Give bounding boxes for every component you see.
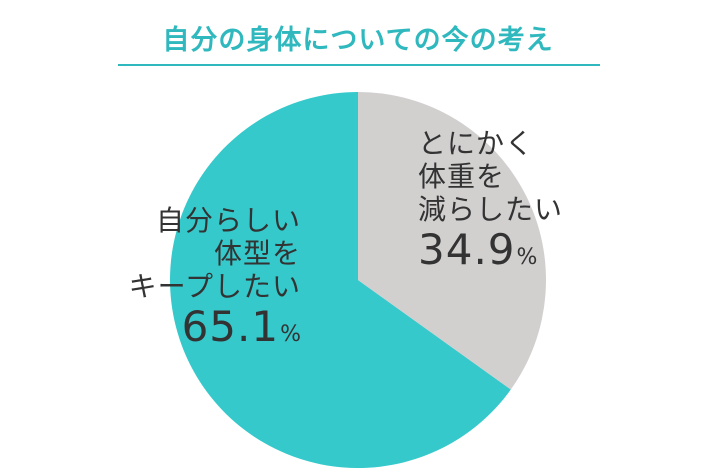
slice-percent: 65.1% [129,306,301,348]
slice-percent-value: 65.1 [181,302,280,351]
chart-title: 自分の身体についての今の考え [162,25,554,56]
slice-label-line: 体重を [418,160,506,193]
slice-label-line: 体型を [213,237,301,270]
title-underline [118,64,600,66]
slice-label-keep-shape: 自分らしい 体型を キープしたい 65.1% [129,207,301,348]
slice-label-line: とにかく [418,127,535,160]
slice-label-line: キープしたい [128,270,301,303]
slice-percent-unit: % [516,245,538,270]
slice-label-line: 減らしたい [418,193,564,226]
pie-slice-lose-weight [358,91,547,390]
slice-percent-unit: % [280,322,301,347]
slice-label-line: 自分らしい [155,204,301,237]
slice-label-lose-weight: とにかく 体重を 減らしたい 34.9% [418,130,563,271]
slice-percent-value: 34.9 [418,225,516,274]
pie-slice-keep-shape [170,92,511,469]
slice-percent: 34.9% [418,229,563,271]
